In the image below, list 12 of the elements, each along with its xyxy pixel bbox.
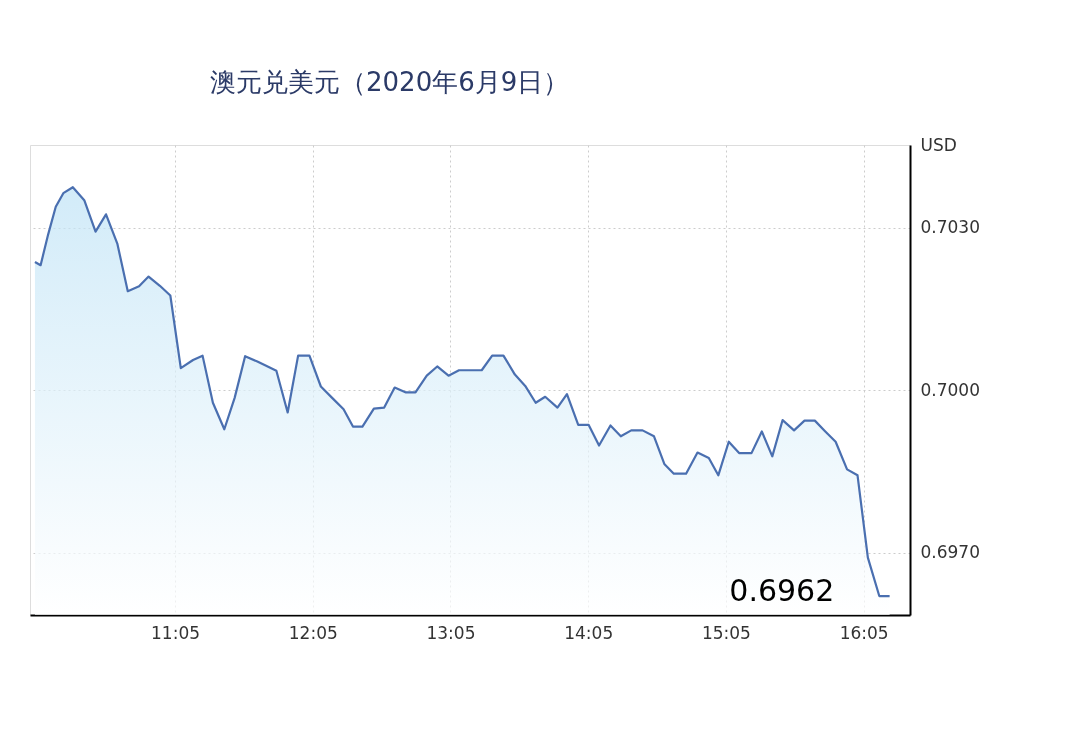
x-tick-label: 15:05 [701,622,751,643]
x-tick-label: 12:05 [288,622,338,643]
x-tick-label: 16:05 [839,622,889,643]
chart-title: 澳元兑美元（2020年6月9日） [210,67,570,97]
annotation: 0.6962 [729,573,835,609]
x-tick-label: 11:05 [151,622,201,643]
x-tick-label: 14:05 [564,622,614,643]
y-tick-label: 0.7030 [920,217,980,238]
y-tick-label: 0.7000 [920,379,980,400]
y-tick-label: 0.6970 [920,542,980,563]
y-axis-title: USD [920,134,957,155]
x-tick-label: 13:05 [426,622,476,643]
